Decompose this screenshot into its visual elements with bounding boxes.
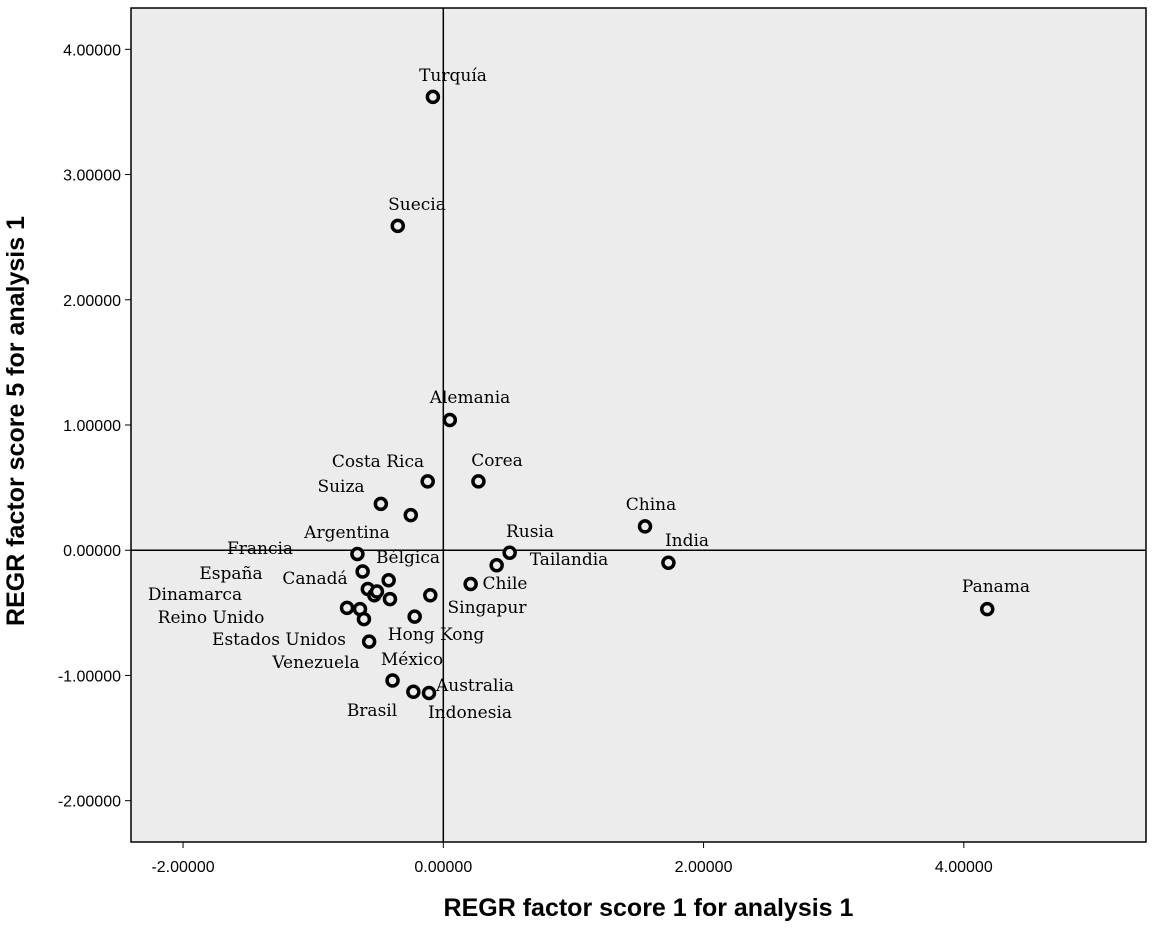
x-tick-label: -2.00000 [151, 859, 214, 876]
data-point [637, 519, 653, 534]
point-label: Canadá [282, 569, 347, 589]
point-label: Chile [483, 574, 528, 594]
y-tick-label: 3.00000 [63, 168, 121, 185]
data-point [382, 591, 398, 607]
data-point [502, 545, 517, 560]
point-label: Turquía [419, 66, 487, 86]
data-point [489, 558, 504, 573]
plot-area [130, 7, 1147, 843]
data-point [356, 611, 372, 627]
data-point [442, 412, 458, 428]
data-point [463, 576, 478, 592]
data-point [350, 546, 365, 562]
x-tick-label: 4.00000 [935, 859, 993, 876]
point-label: Francia [227, 539, 293, 559]
point-label: India [665, 531, 709, 551]
point-label: España [199, 564, 262, 584]
point-label: Reino Unido [158, 608, 265, 628]
point-label: Dinamarca [148, 585, 242, 605]
point-label: Singapur [447, 598, 527, 618]
x-tick-label: 2.00000 [675, 859, 733, 876]
data-point [361, 634, 377, 649]
data-point [421, 685, 437, 701]
data-point [373, 496, 389, 512]
data-point [406, 684, 421, 699]
point-label: Corea [471, 451, 523, 471]
point-label: Costa Rica [332, 452, 424, 472]
y-axis-title: REGR factor score 5 for analysis 1 [2, 216, 30, 626]
point-label: Suiza [317, 477, 364, 497]
x-tick-label: 0.00000 [414, 859, 472, 876]
point-label: Argentina [303, 523, 390, 543]
point-label: Suecia [388, 195, 446, 215]
y-tick-label: -1.00000 [58, 668, 121, 685]
point-label: Estados Unidos [212, 630, 346, 650]
point-label: Venezuela [271, 653, 359, 673]
y-tick-label: 2.00000 [63, 293, 121, 310]
x-axis-title: REGR factor score 1 for analysis 1 [444, 894, 854, 922]
point-label: México [381, 650, 443, 670]
data-point [403, 507, 419, 523]
y-tick-label: 0.00000 [63, 543, 121, 560]
data-point [385, 673, 400, 688]
data-point [369, 584, 385, 599]
point-label: Panama [962, 577, 1030, 597]
point-label: Hong Kong [388, 625, 485, 645]
y-tick-label: 1.00000 [63, 418, 121, 435]
y-tick-label: 4.00000 [63, 42, 121, 59]
point-label: Australia [435, 676, 514, 696]
point-label: Bélgica [376, 548, 440, 568]
point-label: Brasil [347, 701, 397, 721]
data-point [339, 600, 355, 616]
data-point [661, 555, 676, 570]
data-point [471, 474, 486, 489]
data-point [423, 588, 438, 603]
y-tick-label: -2.00000 [58, 794, 121, 811]
data-point [979, 601, 995, 617]
point-label: Rusia [506, 522, 554, 542]
data-point [390, 218, 406, 234]
data-point [407, 609, 422, 624]
data-point [420, 474, 435, 489]
point-label: China [626, 495, 676, 515]
data-point [425, 89, 441, 105]
point-label: Indonesia [428, 703, 512, 723]
data-point [381, 573, 396, 588]
point-label: Tailandia [530, 550, 609, 570]
data-point [355, 564, 370, 579]
point-label: Alemania [429, 388, 511, 408]
